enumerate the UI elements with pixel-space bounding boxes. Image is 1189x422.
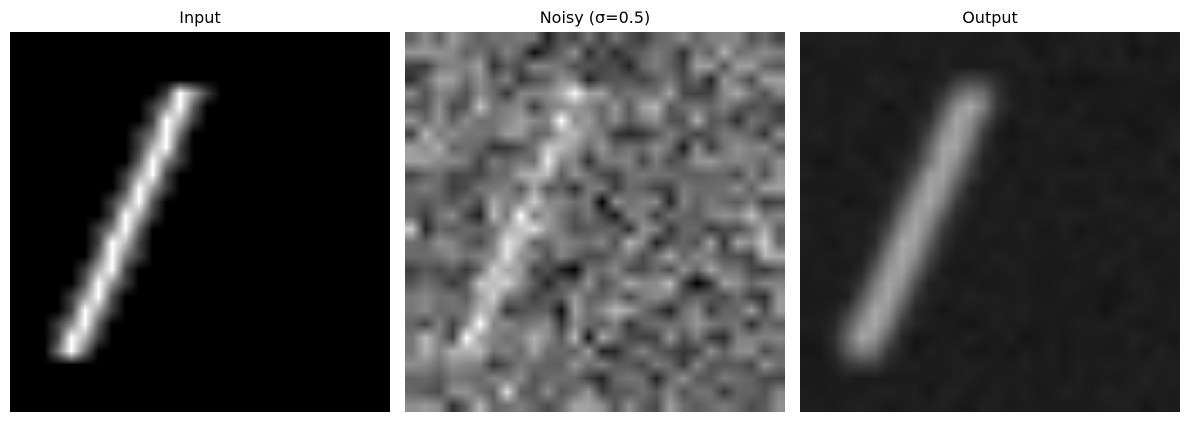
input-title: Input (179, 8, 221, 27)
noisy-image (405, 32, 785, 412)
output-panel: Output (800, 0, 1180, 422)
input-panel: Input (10, 0, 390, 422)
noisy-title: Noisy (σ=0.5) (539, 8, 651, 27)
input-image (10, 32, 390, 412)
output-title: Output (962, 8, 1018, 27)
noisy-panel: Noisy (σ=0.5) (405, 0, 785, 422)
output-image (800, 32, 1180, 412)
